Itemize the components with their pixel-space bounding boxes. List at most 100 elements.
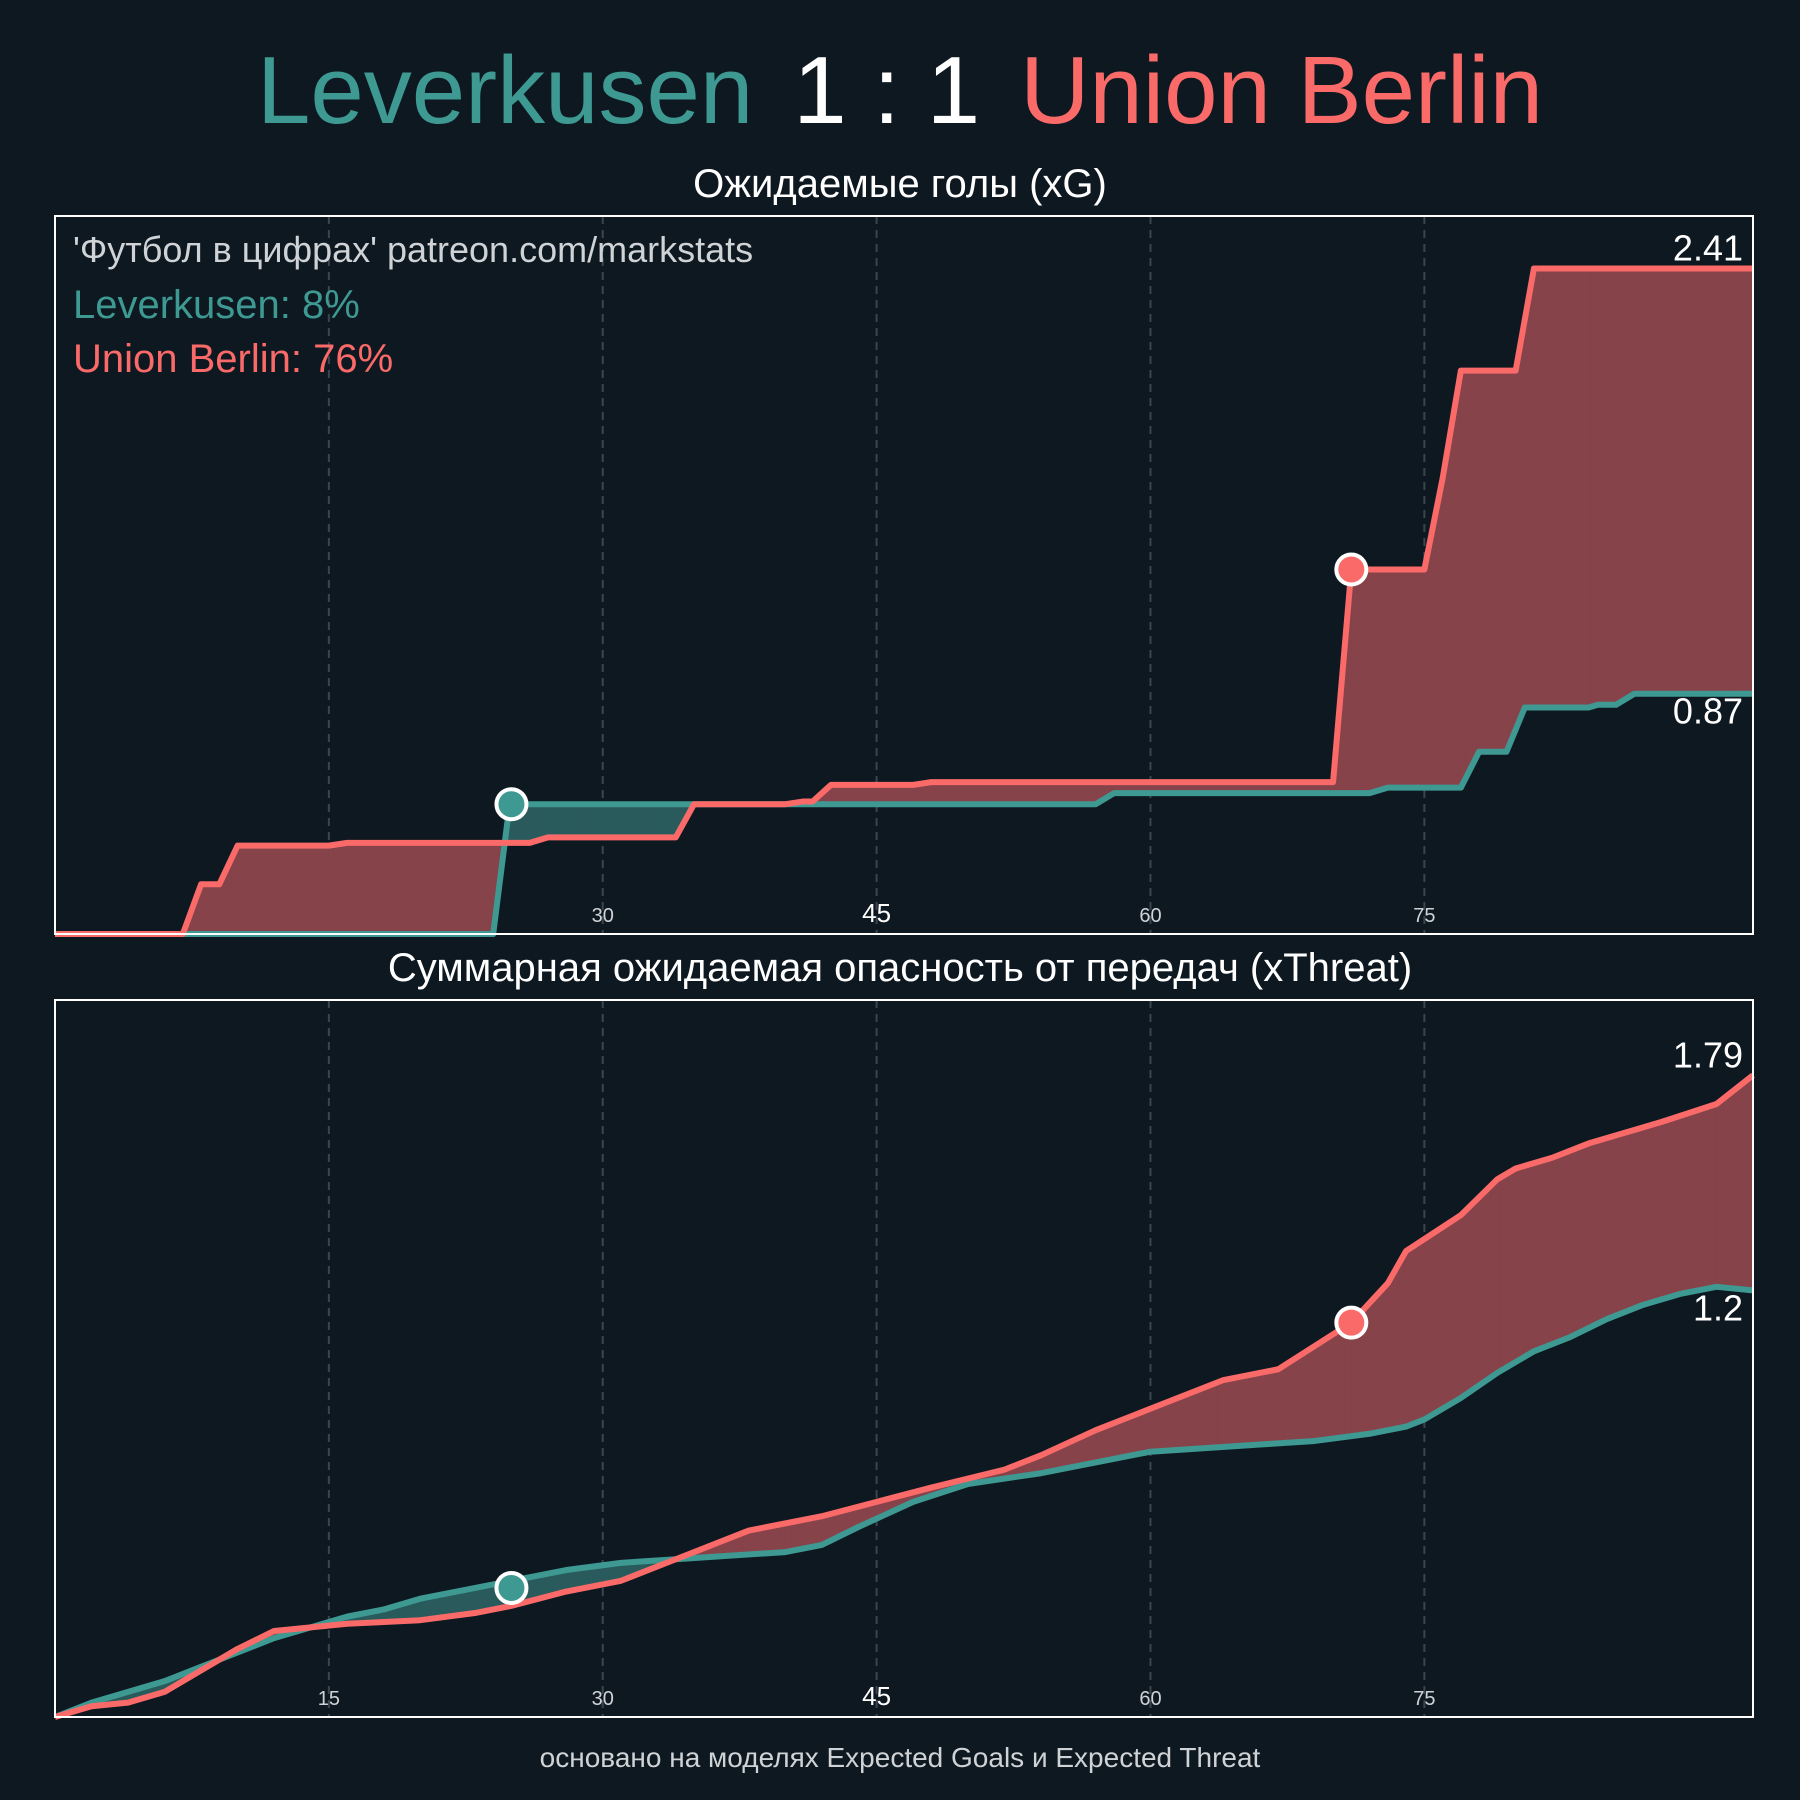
xt-chart-title: Суммарная ожидаемая опасность от передач… bbox=[387, 946, 1413, 990]
footer-note: основано на моделях Expected Goals и Exp… bbox=[539, 1742, 1261, 1773]
undefined-diff-fill bbox=[1113, 1419, 1121, 1460]
undefined-diff-fill bbox=[468, 842, 494, 935]
undefined-diff-fill bbox=[1569, 267, 1581, 709]
undefined-diff-fill bbox=[1338, 1325, 1346, 1439]
undefined-home-line bbox=[53, 1283, 1754, 1720]
undefined-goal-marker bbox=[494, 1570, 529, 1605]
undefined-diff-fill bbox=[1697, 1107, 1705, 1291]
undefined-diff-fill bbox=[1387, 568, 1395, 789]
undefined-diff-fill bbox=[1013, 781, 1042, 805]
undefined-diff-fill bbox=[1277, 1364, 1285, 1444]
undefined-diff-fill bbox=[1332, 1329, 1340, 1440]
undefined-diff-fill bbox=[958, 781, 987, 805]
xg-x-tick-label: 75 bbox=[1413, 905, 1435, 927]
undefined-diff-fill bbox=[1223, 1378, 1231, 1448]
undefined-diff-fill bbox=[1673, 267, 1695, 695]
undefined-diff-fill bbox=[653, 803, 677, 838]
undefined-diff-fill bbox=[444, 842, 470, 935]
undefined-diff-fill bbox=[590, 803, 613, 838]
undefined-diff-fill bbox=[1442, 1222, 1450, 1410]
undefined-diff-fill bbox=[1448, 1218, 1456, 1406]
undefined-axes-frame bbox=[54, 999, 1754, 1718]
undefined-diff-fill bbox=[1308, 1345, 1316, 1442]
legend-entry: Union Berlin: 76% bbox=[73, 337, 393, 381]
undefined-diff-fill bbox=[1633, 267, 1655, 695]
undefined-diff-fill bbox=[419, 842, 446, 935]
match-headline: Leverkusen 1 : 1 Union Berlin bbox=[0, 38, 1800, 144]
undefined-diff-fill bbox=[1241, 1374, 1249, 1447]
undefined-diff-fill bbox=[1411, 568, 1419, 789]
undefined-diff-fill bbox=[568, 803, 592, 838]
undefined-diff-fill bbox=[1186, 1391, 1194, 1450]
undefined-diff-fill bbox=[1551, 267, 1562, 709]
undefined-diff-fill bbox=[1579, 267, 1590, 709]
undefined-diff-fill bbox=[1283, 1360, 1291, 1444]
undefined-diff-fill bbox=[1691, 1109, 1699, 1293]
undefined-diff-fill bbox=[1101, 1424, 1109, 1462]
undefined-diff-fill bbox=[1734, 1083, 1742, 1290]
undefined-diff-fill bbox=[1454, 1214, 1462, 1403]
xt-x-tick-label: 45 bbox=[862, 1681, 891, 1711]
undefined-diff-fill bbox=[1436, 1226, 1444, 1414]
undefined-diff-fill bbox=[784, 1521, 792, 1553]
undefined-diff-fill bbox=[803, 1518, 811, 1550]
undefined-diff-fill bbox=[1192, 1388, 1200, 1450]
undefined-diff-fill bbox=[1478, 1190, 1486, 1387]
undefined-diff-fill bbox=[252, 845, 269, 935]
undefined-diff-fill bbox=[313, 845, 330, 935]
undefined-diff-fill bbox=[1460, 1207, 1468, 1399]
undefined-diff-fill bbox=[790, 1520, 798, 1552]
undefined-diff-fill bbox=[1484, 1184, 1492, 1383]
undefined-diff-fill bbox=[346, 842, 372, 935]
undefined-diff-fill bbox=[1466, 1201, 1474, 1395]
xg-x-tick-label: 45 bbox=[862, 898, 891, 928]
undefined-diff-fill bbox=[1703, 1105, 1711, 1290]
undefined-diff-fill bbox=[1728, 1088, 1736, 1290]
undefined-diff-fill bbox=[1740, 1079, 1748, 1291]
undefined-diff-fill bbox=[1542, 267, 1553, 709]
undefined-diff-fill bbox=[1067, 781, 1097, 805]
undefined-diff-fill bbox=[282, 845, 299, 935]
undefined-diff-fill bbox=[1679, 1113, 1687, 1295]
undefined-diff-fill bbox=[1198, 1386, 1206, 1450]
undefined-diff-fill bbox=[1712, 267, 1734, 695]
undefined-diff-fill bbox=[1247, 1373, 1255, 1446]
undefined-diff-fill bbox=[1501, 370, 1508, 753]
undefined-diff-fill bbox=[809, 1516, 817, 1548]
undefined-goal-marker bbox=[494, 787, 529, 822]
undefined-diff-fill bbox=[1490, 1178, 1498, 1378]
undefined-end-value-label: 0.87 bbox=[1673, 691, 1743, 732]
undefined-end-value-label: 2.41 bbox=[1673, 227, 1743, 268]
undefined-diff-fill bbox=[1326, 1333, 1334, 1440]
undefined-diff-fill bbox=[1253, 1372, 1261, 1446]
undefined-goal-marker bbox=[1334, 552, 1369, 587]
undefined-diff-fill bbox=[1405, 568, 1413, 789]
undefined-diff-fill bbox=[985, 781, 1015, 805]
undefined-diff-fill bbox=[267, 845, 284, 935]
undefined-diff-fill bbox=[237, 845, 254, 935]
undefined-diff-fill bbox=[297, 845, 315, 935]
undefined-end-value-label: 1.79 bbox=[1673, 1034, 1743, 1075]
undefined-diff-fill bbox=[1235, 1375, 1243, 1447]
legend-entry: Leverkusen: 8% bbox=[73, 283, 360, 327]
undefined-diff-fill bbox=[1653, 267, 1675, 695]
undefined-diff-fill bbox=[930, 781, 960, 805]
undefined-diff-fill bbox=[1180, 1393, 1188, 1451]
undefined-diff-fill bbox=[1722, 1093, 1730, 1289]
undefined-diff-fill bbox=[1487, 370, 1494, 753]
undefined-diff-fill bbox=[1423, 1234, 1431, 1421]
undefined-diff-fill bbox=[1168, 1398, 1176, 1452]
xt-x-tick-label: 75 bbox=[1413, 1688, 1435, 1710]
undefined-diff-fill bbox=[1344, 1321, 1352, 1438]
undefined-away-line bbox=[54, 1072, 1755, 1720]
undefined-diff-fill bbox=[1483, 370, 1489, 753]
undefined-diff-fill bbox=[1314, 1341, 1322, 1442]
undefined-end-value-label: 1.2 bbox=[1693, 1287, 1743, 1328]
undefined-diff-fill bbox=[1399, 568, 1407, 789]
undefined-diff-fill bbox=[815, 1515, 823, 1547]
undefined-diff-fill bbox=[1715, 1098, 1724, 1288]
xt-x-tick-label: 30 bbox=[592, 1688, 614, 1710]
undefined-diff-fill bbox=[547, 803, 570, 838]
undefined-diff-fill bbox=[772, 1523, 780, 1554]
